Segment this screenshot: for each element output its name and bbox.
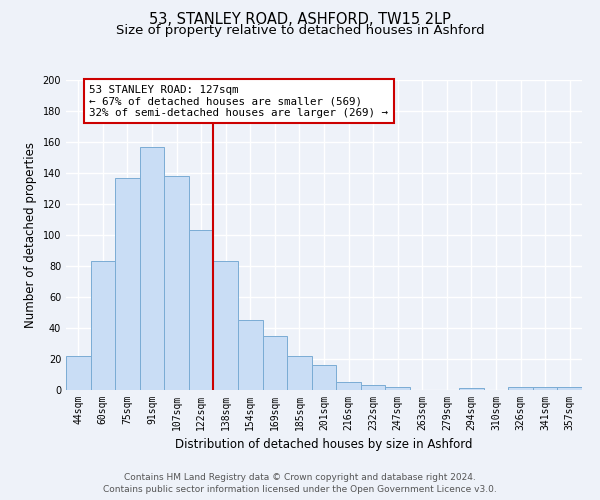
Y-axis label: Number of detached properties: Number of detached properties [24,142,37,328]
Bar [189,230,214,390]
Bar [533,387,557,390]
Bar [91,262,115,390]
Text: 53, STANLEY ROAD, ASHFORD, TW15 2LP: 53, STANLEY ROAD, ASHFORD, TW15 2LP [149,12,451,28]
Bar [361,386,385,390]
Text: Size of property relative to detached houses in Ashford: Size of property relative to detached ho… [116,24,484,37]
Text: 53 STANLEY ROAD: 127sqm
← 67% of detached houses are smaller (569)
32% of semi-d: 53 STANLEY ROAD: 127sqm ← 67% of detache… [89,84,388,118]
Bar [140,146,164,390]
Bar [66,356,91,390]
Bar [336,382,361,390]
Bar [557,387,582,390]
Bar [214,262,238,390]
Bar [263,336,287,390]
Bar [385,387,410,390]
Bar [287,356,312,390]
Bar [508,387,533,390]
Bar [238,320,263,390]
Bar [115,178,140,390]
Text: Contains HM Land Registry data © Crown copyright and database right 2024.
Contai: Contains HM Land Registry data © Crown c… [103,473,497,494]
X-axis label: Distribution of detached houses by size in Ashford: Distribution of detached houses by size … [175,438,473,452]
Bar [164,176,189,390]
Bar [312,365,336,390]
Bar [459,388,484,390]
